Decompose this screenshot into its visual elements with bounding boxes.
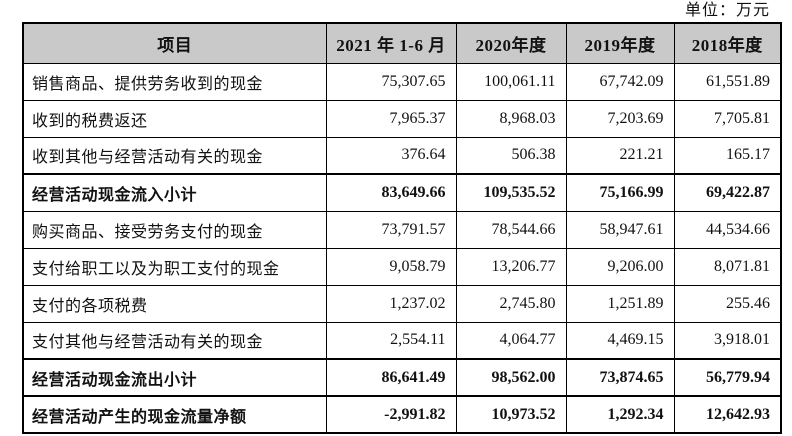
table-row: 支付给职工以及为职工支付的现金 9,058.79 13,206.77 9,206.00…	[22, 247, 782, 286]
row-label: 支付给职工以及为职工支付的现金	[22, 247, 327, 286]
cell-value: 9,206.00	[565, 247, 675, 286]
cell-value: 61,551.89	[673, 62, 782, 101]
cell-value: 2,745.80	[455, 284, 567, 323]
cell-value: 4,064.77	[455, 321, 567, 360]
cell-value: 44,534.66	[673, 210, 782, 249]
column-header-1: 2021 年 1-6 月	[325, 22, 457, 64]
cell-value: 255.46	[673, 284, 782, 323]
row-label: 收到其他与经营活动有关的现金	[22, 136, 327, 175]
cash-flow-table: 项目 2021 年 1-6 月 2020年度 2019年度 2018年度 销售商品、提供…	[22, 22, 782, 434]
unit-label: 单位：万元	[684, 2, 770, 19]
cell-value: 165.17	[673, 136, 782, 175]
table-row: 收到其他与经营活动有关的现金 376.64 506.38 221.21 165.17	[22, 136, 782, 175]
cell-value: 7,965.37	[325, 99, 457, 138]
cell-value: 4,469.15	[565, 321, 675, 360]
table-row: 支付的各项税费 1,237.02 2,745.80 1,251.89 255.46	[22, 284, 782, 323]
table-body: 销售商品、提供劳务收到的现金 75,307.65 100,061.11 67,742.…	[22, 62, 782, 434]
cell-value: 7,203.69	[565, 99, 675, 138]
cell-value: 9,058.79	[325, 247, 457, 286]
row-label: 支付其他与经营活动有关的现金	[22, 321, 327, 360]
cell-value: 73,874.65	[565, 358, 675, 397]
cell-value: 506.38	[455, 136, 567, 175]
row-label: 销售商品、提供劳务收到的现金	[22, 62, 327, 101]
cell-value: 75,166.99	[565, 173, 675, 212]
cell-value: 83,649.66	[325, 173, 457, 212]
table-row: 经营活动现金流出小计 86,641.49 98,562.00 73,874.65 56,…	[22, 358, 782, 397]
table-row: 支付其他与经营活动有关的现金 2,554.11 4,064.77 4,469.15 3,…	[22, 321, 782, 360]
column-header-4: 2018年度	[673, 22, 782, 64]
cell-value: 78,544.66	[455, 210, 567, 249]
row-label: 经营活动产生的现金流量净额	[22, 395, 327, 434]
cell-value: 73,791.57	[325, 210, 457, 249]
column-header-2: 2020年度	[455, 22, 567, 64]
table-row: 经营活动现金流入小计 83,649.66 109,535.52 75,166.99 69…	[22, 173, 782, 212]
row-label: 收到的税费返还	[22, 99, 327, 138]
cell-value: 1,237.02	[325, 284, 457, 323]
table-row: 销售商品、提供劳务收到的现金 75,307.65 100,061.11 67,742.…	[22, 62, 782, 101]
cell-value: 7,705.81	[673, 99, 782, 138]
cell-value: 69,422.87	[673, 173, 782, 212]
cell-value: 86,641.49	[325, 358, 457, 397]
table-row: 收到的税费返还 7,965.37 8,968.03 7,203.69 7,705.81	[22, 99, 782, 138]
row-label: 经营活动现金流入小计	[22, 173, 327, 212]
cell-value: 2,554.11	[325, 321, 457, 360]
cell-value: 221.21	[565, 136, 675, 175]
cell-value: 8,968.03	[455, 99, 567, 138]
cell-value: 1,251.89	[565, 284, 675, 323]
row-label: 经营活动现金流出小计	[22, 358, 327, 397]
row-label: 支付的各项税费	[22, 284, 327, 323]
cell-value: 67,742.09	[565, 62, 675, 101]
cell-value: 98,562.00	[455, 358, 567, 397]
header-row: 项目 2021 年 1-6 月 2020年度 2019年度 2018年度	[22, 22, 782, 64]
cell-value: 1,292.34	[565, 395, 675, 434]
cell-value: 100,061.11	[455, 62, 567, 101]
cell-value: 56,779.94	[673, 358, 782, 397]
cell-value: 3,918.01	[673, 321, 782, 360]
table-row: 经营活动产生的现金流量净额 -2,991.82 10,973.52 1,292.34 1…	[22, 395, 782, 434]
cell-value: 8,071.81	[673, 247, 782, 286]
cell-value: 75,307.65	[325, 62, 457, 101]
cell-value: 10,973.52	[455, 395, 567, 434]
cell-value: 13,206.77	[455, 247, 567, 286]
cell-value: 109,535.52	[455, 173, 567, 212]
column-header-0: 项目	[22, 22, 327, 64]
column-header-3: 2019年度	[565, 22, 675, 64]
cell-value: 58,947.61	[565, 210, 675, 249]
cell-value: 376.64	[325, 136, 457, 175]
table-row: 购买商品、接受劳务支付的现金 73,791.57 78,544.66 58,947.6…	[22, 210, 782, 249]
cell-value: -2,991.82	[325, 395, 457, 434]
row-label: 购买商品、接受劳务支付的现金	[22, 210, 327, 249]
cell-value: 12,642.93	[673, 395, 782, 434]
